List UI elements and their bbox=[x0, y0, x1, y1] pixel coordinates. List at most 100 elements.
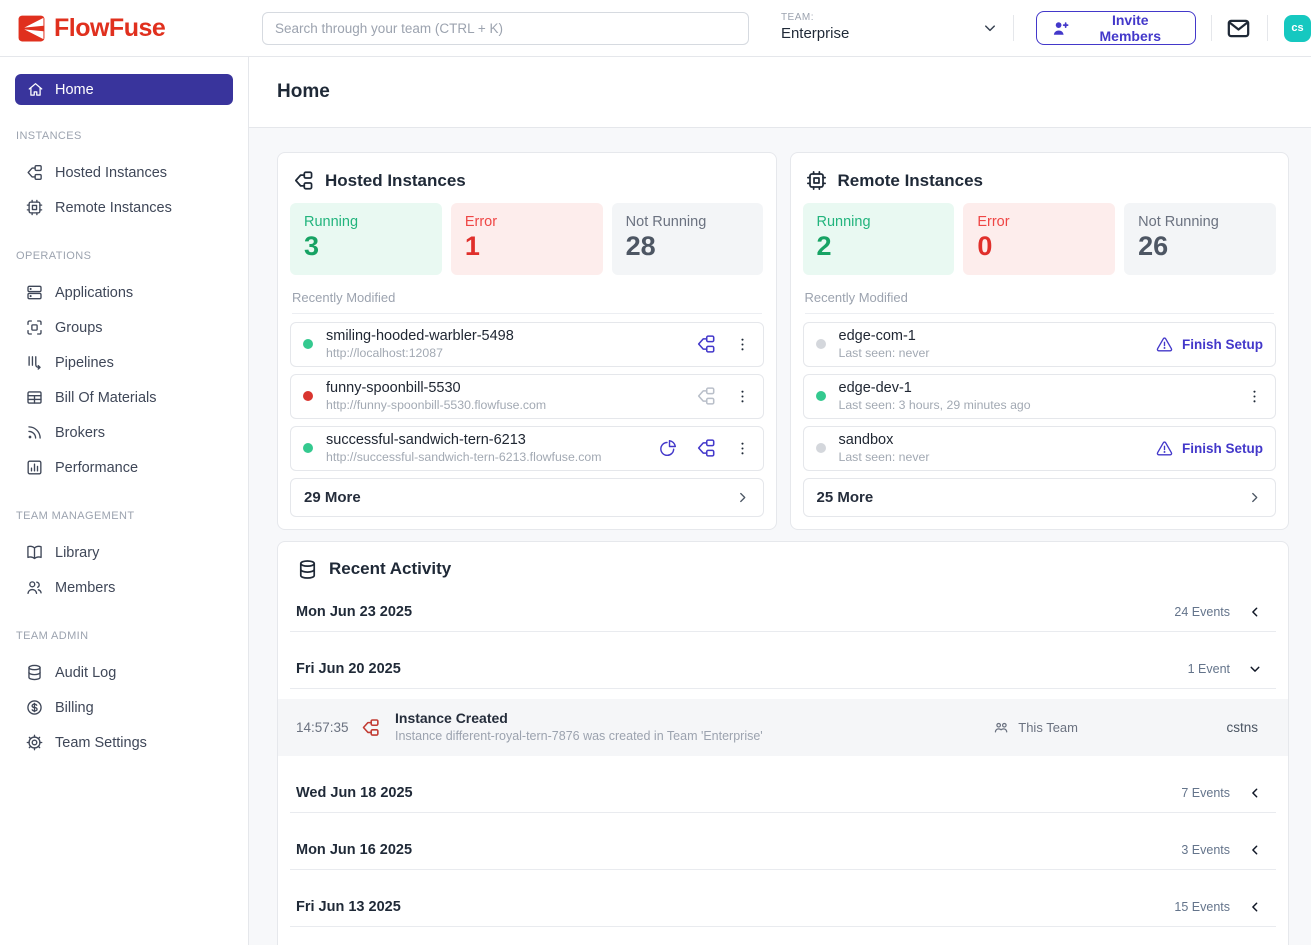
warning-triangle-icon bbox=[1155, 439, 1174, 458]
stat-value: 1 bbox=[464, 231, 480, 261]
instance-row[interactable]: successful-sandwich-tern-6213 http://succ… bbox=[290, 425, 764, 471]
search-input[interactable] bbox=[262, 11, 749, 45]
flowfuse-logo[interactable]: FlowFuse bbox=[0, 14, 249, 43]
instance-row[interactable]: edge-com-1 Last seen: never Finish Setup bbox=[802, 321, 1276, 367]
finish-setup-label: Finish Setup bbox=[1182, 440, 1263, 456]
sidebar-item-team-settings[interactable]: Team Settings bbox=[0, 725, 248, 760]
sidebar-item-performance[interactable]: Performance bbox=[0, 450, 248, 485]
activity-date-row[interactable]: Fri Jun 20 2025 1 Event bbox=[290, 650, 1276, 689]
page-titlebar: Home bbox=[249, 57, 1311, 128]
kebab-menu-icon[interactable] bbox=[1246, 388, 1263, 405]
instance-row[interactable]: sandbox Last seen: never Finish Setup bbox=[802, 425, 1276, 471]
node-red-editor-icon[interactable] bbox=[695, 333, 717, 355]
applications-icon bbox=[25, 283, 44, 302]
recent-activity-header: Recent Activity bbox=[280, 558, 1288, 581]
sidebar-item-bill-of-materials[interactable]: Bill Of Materials bbox=[0, 380, 248, 415]
activity-date: Wed Jun 18 2025 bbox=[296, 784, 413, 801]
activity-event-count: 3 Events bbox=[1181, 842, 1230, 857]
sidebar-item-brokers[interactable]: Brokers bbox=[0, 415, 248, 450]
recently-modified-label: Recently Modified bbox=[804, 290, 1274, 314]
hosted-instances-icon bbox=[292, 169, 315, 192]
database-icon bbox=[296, 558, 319, 581]
activity-date-row[interactable]: Mon Jun 23 2025 24 Events bbox=[290, 593, 1276, 632]
remote-instances-header: Remote Instances bbox=[805, 169, 1277, 192]
members-icon bbox=[25, 578, 44, 597]
status-dot-running bbox=[815, 391, 826, 402]
sidebar-item-library[interactable]: Library bbox=[0, 535, 248, 570]
notifications-button[interactable] bbox=[1225, 15, 1252, 42]
invite-members-button[interactable]: Invite Members bbox=[1036, 11, 1197, 45]
sidebar-item-applications[interactable]: Applications bbox=[0, 275, 248, 310]
sidebar-item-audit-log[interactable]: Audit Log bbox=[0, 655, 248, 690]
finish-setup-label: Finish Setup bbox=[1182, 336, 1263, 352]
sidebar-item-label: Audit Log bbox=[55, 664, 117, 681]
activity-date: Mon Jun 23 2025 bbox=[296, 603, 413, 620]
sidebar-item-label: Team Settings bbox=[55, 734, 147, 751]
remote-more-row[interactable]: 25 More bbox=[802, 477, 1276, 517]
sidebar-item-members[interactable]: Members bbox=[0, 570, 248, 605]
instance-row[interactable]: edge-dev-1 Last seen: 3 hours, 29 minutes… bbox=[802, 373, 1276, 419]
kebab-menu-icon[interactable] bbox=[734, 440, 751, 457]
sidebar-item-label: Billing bbox=[55, 699, 94, 716]
sidebar-item-home[interactable]: Home bbox=[15, 74, 233, 105]
sidebar-item-label: Library bbox=[55, 544, 100, 561]
hosted-instances-header: Hosted Instances bbox=[292, 169, 764, 192]
kebab-menu-icon[interactable] bbox=[734, 336, 751, 353]
instance-meta: http://localhost:12087 bbox=[326, 346, 443, 360]
hosted-instances-title: Hosted Instances bbox=[325, 170, 466, 190]
node-red-editor-icon[interactable] bbox=[695, 437, 717, 459]
sidebar-home-label: Home bbox=[55, 81, 94, 98]
hosted-more-row[interactable]: 29 More bbox=[290, 477, 764, 517]
activity-group: Mon Jun 23 2025 24 Events bbox=[278, 593, 1288, 632]
flowfuse-logo-text: FlowFuse bbox=[54, 13, 166, 42]
activity-date: Fri Jun 13 2025 bbox=[296, 898, 401, 915]
remote-instances-card: Remote Instances Running 2 Error 0 Not Runni… bbox=[789, 152, 1289, 530]
sidebar-item-hosted-instances[interactable]: Hosted Instances bbox=[0, 155, 248, 190]
activity-date: Mon Jun 16 2025 bbox=[296, 841, 413, 858]
finish-setup-link[interactable]: Finish Setup bbox=[1155, 335, 1263, 354]
sidebar-item-groups[interactable]: Groups bbox=[0, 310, 248, 345]
status-dot-error bbox=[303, 391, 313, 402]
hosted-more-label: 29 More bbox=[304, 488, 361, 506]
instance-row[interactable]: smiling-hooded-warbler-5498 http://localh… bbox=[290, 321, 764, 367]
bill-of-materials-icon bbox=[25, 388, 44, 407]
activity-group: Fri Jun 13 2025 15 Events bbox=[278, 888, 1288, 927]
instance-row[interactable]: funny-spoonbill-5530 http://funny-spoonbi… bbox=[290, 373, 764, 419]
activity-date-row[interactable]: Fri Jun 13 2025 15 Events bbox=[290, 888, 1276, 927]
remote-instances-title: Remote Instances bbox=[837, 170, 984, 190]
team-name: Enterprise bbox=[780, 24, 850, 42]
user-avatar[interactable]: cs bbox=[1284, 14, 1311, 42]
activity-date-row[interactable]: Mon Jun 16 2025 3 Events bbox=[290, 831, 1276, 870]
sidebar-item-billing[interactable]: Billing bbox=[0, 690, 248, 725]
kebab-menu-icon[interactable] bbox=[734, 388, 751, 405]
chevron-left-icon bbox=[1248, 605, 1262, 619]
sidebar-item-label: Applications bbox=[55, 284, 134, 301]
stat-label: Running bbox=[816, 214, 871, 230]
sidebar-item-label: Bill Of Materials bbox=[55, 389, 157, 406]
instance-name: smiling-hooded-warbler-5498 bbox=[326, 327, 514, 344]
sidebar-item-pipelines[interactable]: Pipelines bbox=[0, 345, 248, 380]
sidebar-item-remote-instances[interactable]: Remote Instances bbox=[0, 190, 248, 225]
stat-value: 28 bbox=[625, 231, 656, 261]
activity-group: Wed Jun 18 2025 7 Events bbox=[278, 774, 1288, 813]
activity-date: Fri Jun 20 2025 bbox=[296, 660, 401, 677]
recent-activity-card: Recent Activity Mon Jun 23 2025 24 Events… bbox=[277, 540, 1289, 945]
node-red-editor-icon[interactable] bbox=[695, 385, 717, 407]
stat-value: 26 bbox=[1138, 231, 1169, 261]
sidebar-item-label: Pipelines bbox=[55, 354, 114, 371]
users-group-icon bbox=[993, 719, 1010, 736]
hosted-instances-icon bbox=[25, 163, 44, 182]
stat-label: Error bbox=[464, 214, 498, 230]
activity-date-row[interactable]: Wed Jun 18 2025 7 Events bbox=[290, 774, 1276, 813]
status-dot-neutral bbox=[815, 443, 826, 454]
team-selector[interactable]: TEAM: Enterprise bbox=[781, 12, 999, 43]
instance-name: sandbox bbox=[838, 431, 894, 448]
node-red-editor-icon bbox=[360, 717, 381, 738]
recently-modified-label: Recently Modified bbox=[292, 290, 762, 314]
pie-chart-icon[interactable] bbox=[658, 438, 678, 458]
stat-label: Not Running bbox=[1138, 214, 1219, 230]
pipelines-icon bbox=[25, 353, 44, 372]
finish-setup-link[interactable]: Finish Setup bbox=[1155, 439, 1263, 458]
header-divider bbox=[1267, 15, 1269, 41]
